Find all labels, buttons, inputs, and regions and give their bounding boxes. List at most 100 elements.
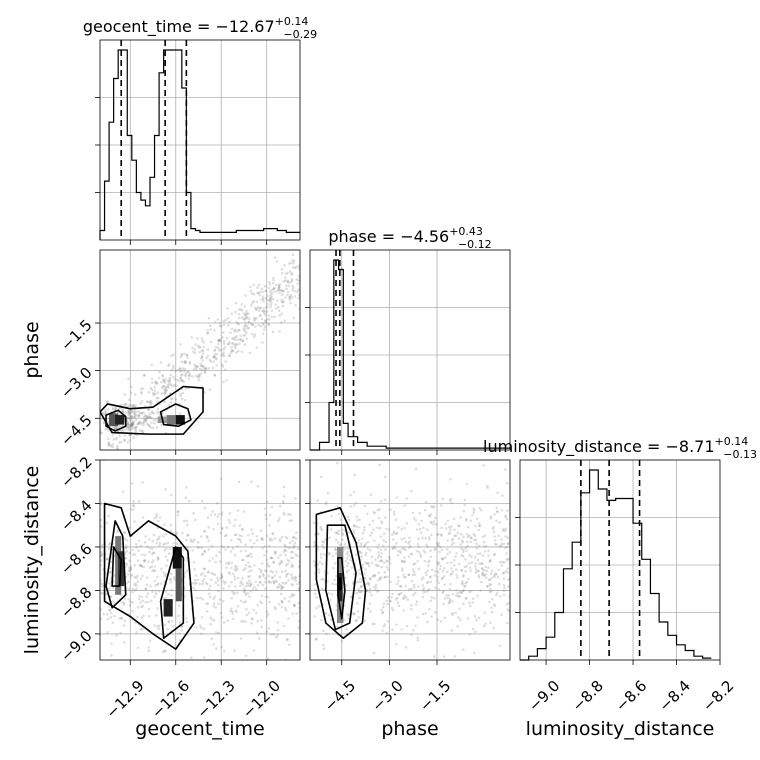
sample-point [131,588,135,591]
sample-point [284,535,287,539]
sample-point [493,574,496,577]
sample-point [127,597,130,601]
sample-point [143,418,146,422]
sample-point [334,531,338,535]
sample-point [129,403,133,407]
sample-point [436,544,440,547]
sample-point [230,349,234,353]
sample-point [164,590,168,593]
sample-point [213,373,217,377]
sample-point [259,314,262,317]
sample-point [125,563,129,566]
sample-point [335,461,339,465]
sample-point [452,541,456,545]
sample-point [153,389,156,392]
sample-point [391,592,394,596]
sample-point [264,321,268,324]
sample-point [200,336,204,340]
sample-point [269,581,272,584]
sample-point [243,324,246,328]
sample-point [426,560,430,564]
sample-point [356,609,360,613]
sample-point [135,545,138,549]
sample-point [148,424,151,428]
sample-point [227,518,231,522]
sample-point [455,588,458,592]
sample-point [161,374,164,378]
sample-point [379,535,383,539]
sample-point [96,410,99,413]
sample-point [152,418,156,422]
sample-point [367,583,371,587]
sample-point [291,265,295,269]
panel-frame [99,249,301,451]
sample-point [261,341,264,344]
sample-point [407,542,410,545]
sample-point [474,565,477,568]
sample-point [449,497,453,501]
sample-point [277,286,281,289]
sample-point [500,542,504,546]
sample-point [363,619,367,622]
sample-point [248,584,252,588]
sample-point [313,544,317,547]
sample-point [155,515,158,518]
sample-point [144,587,148,590]
sample-point [252,293,256,296]
sample-point [185,620,189,624]
sample-point [396,579,400,583]
sample-point [263,545,267,548]
sample-point [291,575,294,579]
sample-point [495,543,498,546]
sample-point [474,524,477,528]
sample-point [280,289,284,292]
sample-point [124,403,128,406]
sample-point [235,351,238,354]
sample-point [475,542,478,546]
sample-point [233,344,236,347]
sample-point [159,361,163,364]
sample-point [495,572,498,576]
sample-point [158,414,161,417]
sample-point [217,589,220,593]
sample-point [183,373,187,377]
sample-point [291,288,294,292]
sample-point [232,342,235,345]
sample-point [431,506,435,509]
sample-point [149,584,152,588]
sample-point [220,576,224,580]
sample-point [376,556,380,559]
sample-point [468,553,472,557]
sample-point [251,323,255,326]
sample-point [436,533,439,537]
sample-point [162,388,166,392]
sample-point [128,559,132,562]
sample-point [465,549,468,553]
sample-point [238,524,242,527]
sample-point [163,548,166,552]
sample-point [227,584,231,588]
sample-point [273,287,276,291]
density-cell [338,577,342,591]
sample-point [392,530,395,534]
sample-point [201,349,205,352]
sample-point [154,614,158,617]
sample-point [239,584,242,587]
sample-point [472,532,476,536]
sample-point [429,520,433,524]
sample-point [428,515,432,518]
sample-point [212,643,215,646]
sample-point [267,280,271,284]
sample-point [501,560,504,564]
sample-point [282,624,286,628]
sample-point [185,370,189,374]
sample-point [365,589,369,592]
sample-point [141,574,144,578]
sample-point [230,348,234,352]
sample-point [155,425,159,429]
sample-point [129,416,132,420]
sample-point [178,632,181,635]
sample-point [380,552,383,555]
sample-point [329,618,333,621]
sample-point [243,326,247,330]
